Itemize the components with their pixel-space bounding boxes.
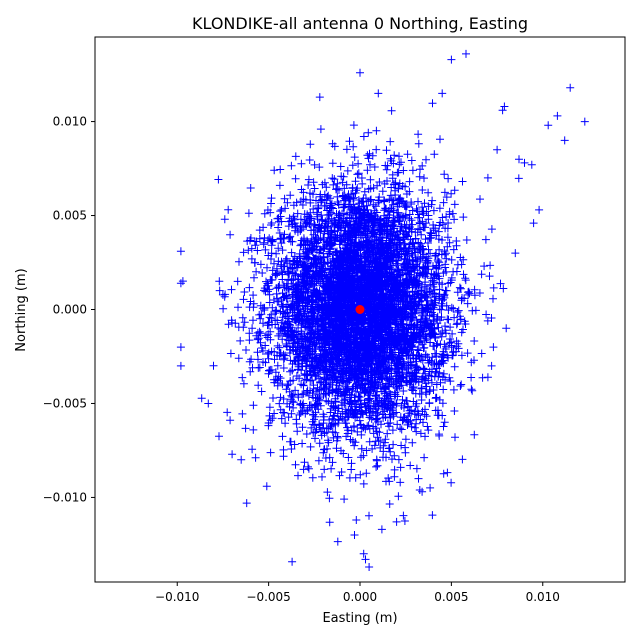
y-tick-label: −0.005 xyxy=(43,396,87,410)
y-tick-label: 0.005 xyxy=(53,209,87,223)
y-tick-label: −0.010 xyxy=(43,490,87,504)
center-point-marker xyxy=(355,305,365,314)
scatter-points xyxy=(176,49,589,571)
x-tick-label: 0.010 xyxy=(526,590,560,604)
x-axis: −0.010 −0.005 0.000 0.005 0.010 xyxy=(155,582,560,604)
x-tick-label: −0.005 xyxy=(246,590,290,604)
x-axis-label: Easting (m) xyxy=(322,611,397,626)
y-axis-label: Northing (m) xyxy=(14,268,29,351)
y-tick-label: 0.010 xyxy=(53,115,87,129)
x-tick-label: −0.010 xyxy=(155,590,199,604)
center-marker-group xyxy=(355,305,365,314)
plus-markers xyxy=(176,49,589,571)
y-tick-label: 0.000 xyxy=(53,303,87,317)
x-tick-label: 0.000 xyxy=(343,590,377,604)
x-tick-label: 0.005 xyxy=(434,590,468,604)
y-axis: −0.010 −0.005 0.000 0.005 0.010 xyxy=(43,115,95,504)
chart-title: KLONDIKE-all antenna 0 Northing, Easting xyxy=(192,14,528,33)
